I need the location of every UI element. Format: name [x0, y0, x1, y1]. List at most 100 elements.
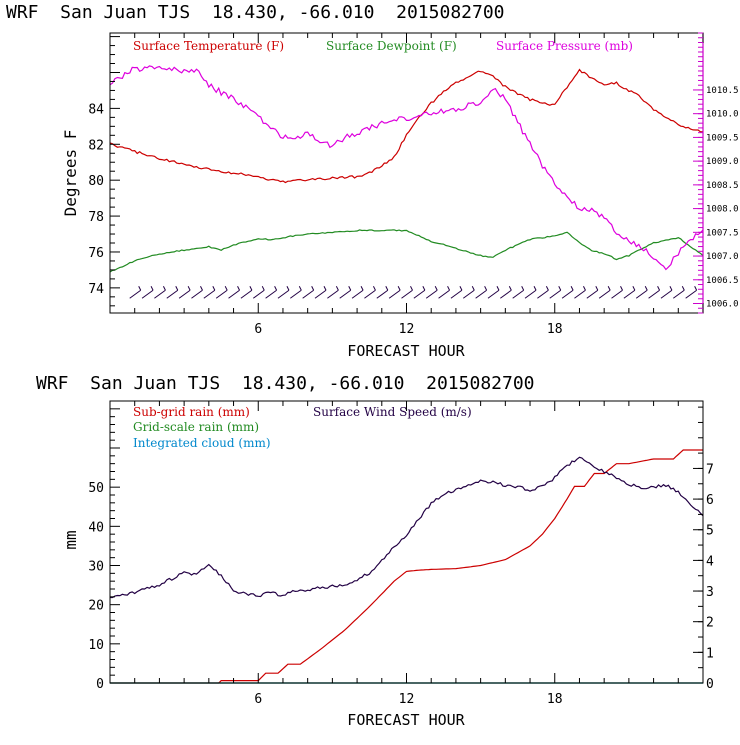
chart-title: WRF San Juan TJS 18.430, -66.010 2015082…: [36, 373, 535, 394]
wind-barb-flag: [558, 286, 562, 291]
y-tick-label: 78: [88, 210, 104, 225]
wind-barb-flag: [187, 286, 191, 291]
y2-tick-label: 1009.5: [706, 133, 739, 143]
x-tick-label: 18: [547, 322, 563, 337]
series-line: [109, 65, 704, 271]
wind-barb: [438, 289, 450, 299]
wind-barb: [623, 289, 636, 299]
y2-tick-label: 1010.5: [706, 86, 739, 96]
wind-barb-flag: [508, 286, 512, 291]
legend-pressure: Surface Pressure (mb): [496, 39, 633, 53]
y-tick-label: 50: [88, 481, 104, 496]
wind-barb: [475, 289, 487, 299]
wind-barb-flag: [224, 286, 228, 291]
series-line: [109, 229, 704, 273]
wind-barb: [314, 289, 327, 299]
wind-barb-flag: [447, 286, 451, 291]
wind-barb: [561, 289, 574, 299]
wind-barb-flag: [335, 286, 339, 291]
wind-barb: [598, 289, 611, 299]
y2-tick-label: 5: [706, 524, 714, 539]
wind-barb-flag: [570, 286, 574, 291]
wind-barb: [129, 289, 142, 299]
y-tick-label: 76: [88, 246, 104, 261]
wind-barb: [648, 289, 660, 299]
y-tick-label: 20: [88, 599, 104, 614]
wind-barb-flag: [657, 286, 661, 291]
legend-dewpoint: Surface Dewpoint (F): [326, 39, 457, 53]
wind-barb-flag: [200, 286, 203, 291]
legend-subgrid-rain: Sub-grid rain (mm): [133, 405, 250, 419]
legend-integrated-cloud: Integrated cloud (mm): [133, 436, 271, 450]
wind-barb: [290, 289, 302, 299]
wind-barb-flag: [607, 286, 611, 291]
wind-barb: [215, 289, 228, 299]
y2-tick-label: 3: [706, 585, 714, 600]
rain-wind-chart: WRF San Juan TJS 18.430, -66.010 2015082…: [36, 373, 714, 729]
wind-barb-flag: [620, 286, 623, 291]
y-tick-label: 74: [88, 282, 104, 297]
y2-tick-label: 1010.0: [706, 110, 739, 120]
wind-barb-flag: [484, 286, 488, 291]
wind-barb: [574, 289, 586, 299]
temperature-pressure-chart: WRF San Juan TJS 18.430, -66.010 2015082…: [6, 2, 739, 360]
wind-barb-flag: [669, 286, 673, 291]
wind-barb: [240, 289, 253, 299]
wind-barb-flag: [274, 286, 278, 291]
x-tick-label: 6: [254, 322, 262, 337]
wind-barb-flag: [261, 286, 265, 291]
wind-barb-flag: [372, 286, 376, 291]
wind-barb-flag: [521, 286, 525, 291]
legend-temperature: Surface Temperature (F): [133, 39, 284, 53]
wind-barb: [339, 289, 352, 299]
wind-barb-flag: [422, 286, 426, 291]
wind-barb-flag: [644, 286, 648, 291]
wind-barb-flag: [286, 286, 290, 291]
wind-barb-flag: [496, 286, 500, 291]
series-line: [110, 449, 703, 684]
y-tick-label: 40: [88, 520, 104, 535]
wind-barb: [611, 289, 623, 299]
wind-barb: [203, 289, 216, 299]
wind-barb: [537, 289, 549, 299]
y-tick-label: 0: [96, 677, 104, 692]
wind-barb: [351, 289, 364, 299]
wind-barb: [672, 289, 685, 299]
y2-tick-label: 1008.0: [706, 205, 739, 215]
y2-tick-label: 4: [706, 554, 714, 569]
wind-barb-flag: [212, 286, 216, 291]
x-tick-label: 18: [547, 692, 563, 707]
wind-barb: [487, 289, 500, 299]
y2-tick-label: 1006.0: [706, 300, 739, 310]
y2-tick-label: 7: [706, 462, 714, 477]
wind-barb: [425, 289, 438, 299]
wind-barb-flag: [150, 286, 154, 291]
y-tick-label: 80: [88, 174, 104, 189]
legend-gridscale-rain: Grid-scale rain (mm): [133, 420, 259, 434]
wind-barb: [154, 289, 166, 299]
wind-barb: [141, 289, 154, 299]
wind-barb: [413, 289, 426, 299]
y2-tick-label: 1007.5: [706, 228, 739, 238]
wind-barb: [512, 289, 524, 299]
y2-tick-label: 2: [706, 616, 714, 631]
y-axis-label: mm: [61, 530, 80, 549]
x-tick-label: 12: [399, 322, 415, 337]
wind-barb: [376, 289, 389, 299]
x-tick-label: 12: [399, 692, 415, 707]
y2-tick-label: 1006.5: [706, 276, 739, 286]
wind-barb: [635, 289, 648, 299]
wind-barb: [228, 289, 240, 299]
wind-barb: [178, 289, 191, 299]
wind-barb-flag: [545, 286, 549, 291]
wind-barb: [302, 289, 314, 299]
wind-barb: [388, 289, 401, 299]
wind-barb-flag: [175, 286, 179, 291]
x-axis-label: FORECAST HOUR: [347, 711, 465, 729]
wind-barb-flag: [632, 286, 636, 291]
wind-barb-flag: [694, 286, 698, 291]
legend-wind-speed: Surface Wind Speed (m/s): [313, 405, 472, 419]
series-line: [110, 456, 704, 599]
x-tick-label: 6: [254, 692, 262, 707]
y-tick-label: 82: [88, 138, 104, 153]
